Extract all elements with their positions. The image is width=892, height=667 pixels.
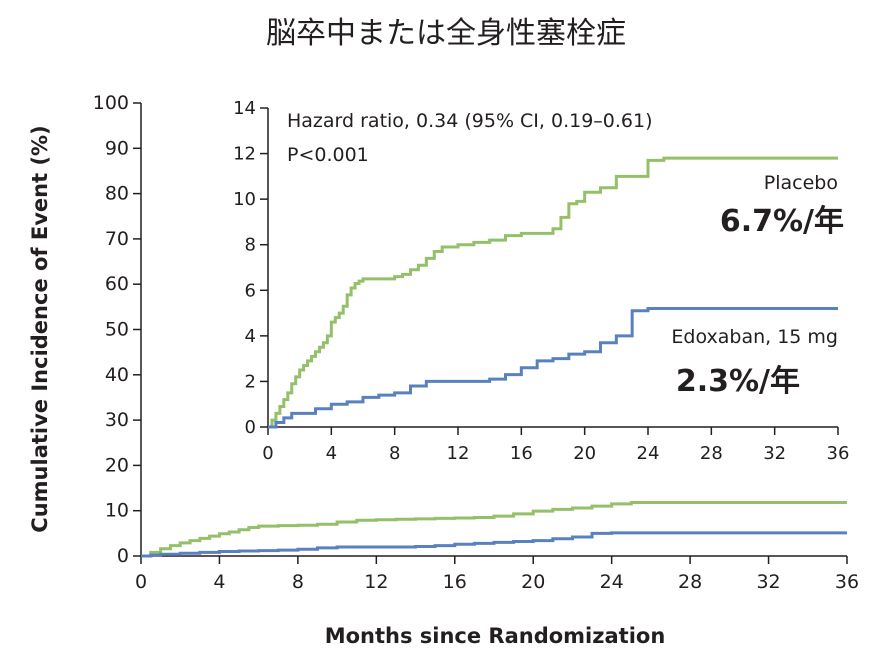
inset-y-tick-label: 14 [233, 98, 256, 119]
inset-y-tick-label: 0 [245, 417, 256, 438]
main-y-tick-label: 80 [105, 183, 129, 205]
main-x-tick-label: 0 [135, 571, 147, 593]
inset-y-tick-label: 10 [233, 189, 256, 210]
main-series-line-edoxaban [141, 531, 847, 558]
inset-y-tick-label: 2 [245, 371, 256, 392]
edoxaban-legend-label: Edoxaban, 15 mg [671, 326, 838, 348]
inset-series-line-placebo [268, 156, 838, 429]
p-value-annotation: P<0.001 [287, 144, 369, 166]
inset-y-tick-label: 6 [245, 280, 256, 301]
inset-x-tick-label: 8 [389, 443, 400, 464]
main-x-tick-label: 16 [443, 571, 467, 593]
main-x-tick-label: 20 [521, 571, 545, 593]
inset-x-tick-label: 32 [763, 443, 786, 464]
inset-x-tick-label: 28 [700, 443, 723, 464]
inset-series-line-edoxaban [268, 307, 838, 429]
inset-x-tick-label: 24 [637, 443, 660, 464]
inset-x-tick-label: 0 [262, 443, 273, 464]
inset-y-tick-label: 8 [245, 235, 256, 256]
inset-y-tick-label: 4 [245, 326, 256, 347]
y-axis-title: Cumulative Incidence of Event (%) [28, 125, 52, 532]
main-y-tick-label: 20 [105, 454, 129, 476]
inset-x-tick-label: 36 [827, 443, 850, 464]
inset-x-tick-label: 16 [510, 443, 533, 464]
main-y-tick-label: 0 [117, 545, 129, 567]
main-y-tick-label: 60 [105, 273, 129, 295]
main-y-tick-label: 100 [93, 92, 129, 114]
edoxaban-rate-label: 2.3%/年 [676, 364, 800, 399]
main-y-tick-label: 10 [105, 500, 129, 522]
main-y-tick-label: 90 [105, 137, 129, 159]
main-x-tick-label: 4 [213, 571, 225, 593]
main-y-tick-label: 50 [105, 319, 129, 341]
main-y-tick-label: 70 [105, 228, 129, 250]
inset-background [268, 100, 848, 430]
placebo-legend-label: Placebo [764, 172, 838, 194]
main-y-tick-label: 40 [105, 364, 129, 386]
main-x-tick-label: 12 [364, 571, 388, 593]
page-title: 脳卒中または全身性塞栓症 [266, 16, 626, 51]
inset-x-tick-label: 20 [573, 443, 596, 464]
hazard-ratio-annotation: Hazard ratio, 0.34 (95% CI, 0.19–0.61) [287, 110, 653, 132]
inset-x-tick-label: 4 [326, 443, 337, 464]
main-series-line-placebo [141, 501, 847, 558]
inset-y-tick-label: 12 [233, 144, 256, 165]
x-axis-title: Months since Randomization [325, 624, 666, 648]
main-x-tick-label: 24 [600, 571, 624, 593]
inset-x-tick-label: 12 [447, 443, 470, 464]
main-x-tick-label: 36 [835, 571, 859, 593]
main-y-tick-label: 30 [105, 409, 129, 431]
main-x-tick-label: 28 [678, 571, 702, 593]
main-x-tick-label: 32 [756, 571, 780, 593]
main-x-tick-label: 8 [292, 571, 304, 593]
placebo-rate-label: 6.7%/年 [720, 204, 844, 239]
